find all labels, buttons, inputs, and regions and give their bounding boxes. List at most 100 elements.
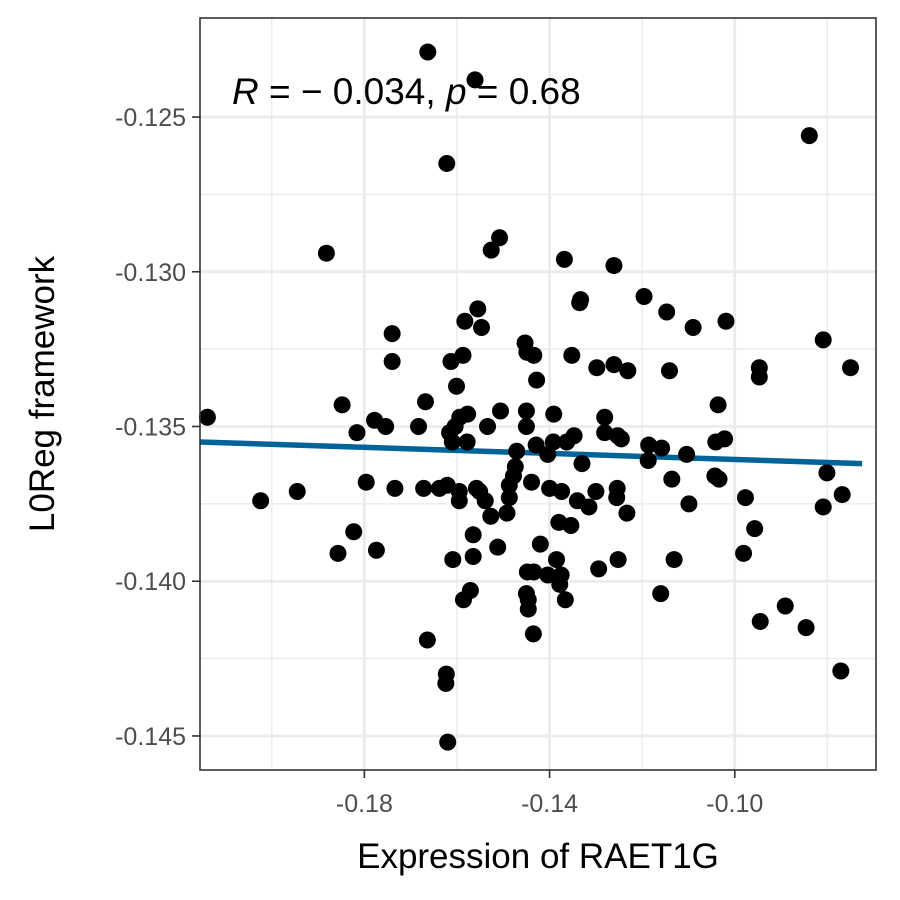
data-point <box>545 405 563 423</box>
data-point <box>551 575 569 593</box>
data-point <box>605 257 623 275</box>
plot-background <box>200 18 876 770</box>
data-point <box>454 591 472 609</box>
data-point <box>556 591 574 609</box>
data-point <box>658 303 676 321</box>
data-point <box>640 436 658 454</box>
data-point <box>660 362 678 380</box>
data-point <box>500 476 518 494</box>
data-point <box>386 479 404 497</box>
regression-line-group <box>199 439 863 467</box>
axes: -0.18 -0.14 -0.10 -0.125 -0.130 -0.135 -0.140 -… <box>115 104 763 818</box>
data-point <box>539 566 557 584</box>
data-point <box>410 417 428 435</box>
data-point <box>678 445 696 463</box>
data-point <box>539 445 557 463</box>
data-point <box>590 560 608 578</box>
data-point <box>198 408 216 426</box>
y-tick-label: -0.135 <box>115 413 186 441</box>
data-points <box>198 43 860 751</box>
data-point <box>842 359 860 377</box>
data-point <box>500 489 518 507</box>
data-point <box>525 563 543 581</box>
data-point <box>466 71 484 89</box>
data-point <box>469 300 487 318</box>
data-point <box>450 492 468 510</box>
data-point <box>608 489 626 507</box>
data-point <box>588 359 606 377</box>
x-tick-label: -0.18 <box>336 790 393 818</box>
data-point <box>508 442 526 460</box>
data-point <box>444 551 462 569</box>
data-point <box>832 662 850 680</box>
data-point <box>464 547 482 565</box>
data-point <box>665 551 683 569</box>
data-point <box>709 396 727 414</box>
p-equals: = <box>467 71 509 112</box>
data-point <box>252 492 270 510</box>
data-point <box>357 473 375 491</box>
data-point <box>563 346 581 364</box>
data-point <box>710 470 728 488</box>
data-point <box>776 597 794 615</box>
data-point <box>418 631 436 649</box>
data-point <box>800 127 818 145</box>
plot-border <box>199 17 877 771</box>
data-point <box>383 353 401 371</box>
data-point <box>415 479 433 497</box>
data-point <box>438 476 456 494</box>
data-point <box>746 520 764 538</box>
x-tick-label: -0.10 <box>706 790 763 818</box>
data-point <box>498 504 516 522</box>
y-tick-label: -0.125 <box>115 104 186 132</box>
data-point <box>491 402 509 420</box>
data-point <box>587 482 605 500</box>
data-point <box>482 507 500 525</box>
r-equals: = <box>259 71 301 112</box>
data-point <box>553 482 571 500</box>
data-point <box>555 250 573 268</box>
data-point <box>458 433 476 451</box>
data-point <box>814 498 832 516</box>
data-point <box>596 408 614 426</box>
data-point <box>736 489 754 507</box>
data-point <box>652 585 670 603</box>
data-point <box>377 417 395 435</box>
correlation-annotation: R = − 0.034, p = 0.68 <box>232 71 581 112</box>
data-point <box>571 294 589 312</box>
data-point <box>550 513 568 531</box>
data-point <box>519 600 537 618</box>
annotation-separator: , <box>425 71 446 112</box>
data-point <box>639 452 657 470</box>
x-axis-title: Expression of RAET1G <box>357 837 719 876</box>
data-point <box>288 482 306 500</box>
data-point <box>612 430 630 448</box>
y-tick-label: -0.140 <box>115 568 186 596</box>
data-point <box>531 535 549 553</box>
data-point <box>818 464 836 482</box>
data-point <box>482 241 500 259</box>
data-point <box>735 544 753 562</box>
data-point <box>439 733 457 751</box>
data-point <box>476 492 494 510</box>
regression-line <box>199 439 863 467</box>
p-value: 0.68 <box>509 71 581 112</box>
data-point <box>416 393 434 411</box>
data-point <box>653 439 671 457</box>
data-point <box>517 417 535 435</box>
data-point <box>596 424 614 442</box>
data-point <box>527 436 545 454</box>
data-point <box>750 368 768 386</box>
data-point <box>345 523 363 541</box>
data-point <box>348 424 366 442</box>
data-point <box>684 318 702 336</box>
data-point <box>609 551 627 569</box>
data-point <box>329 544 347 562</box>
data-point <box>448 377 466 395</box>
data-point <box>367 541 385 559</box>
data-point <box>707 433 725 451</box>
data-point <box>528 371 546 389</box>
data-point <box>333 396 351 414</box>
data-point <box>383 325 401 343</box>
